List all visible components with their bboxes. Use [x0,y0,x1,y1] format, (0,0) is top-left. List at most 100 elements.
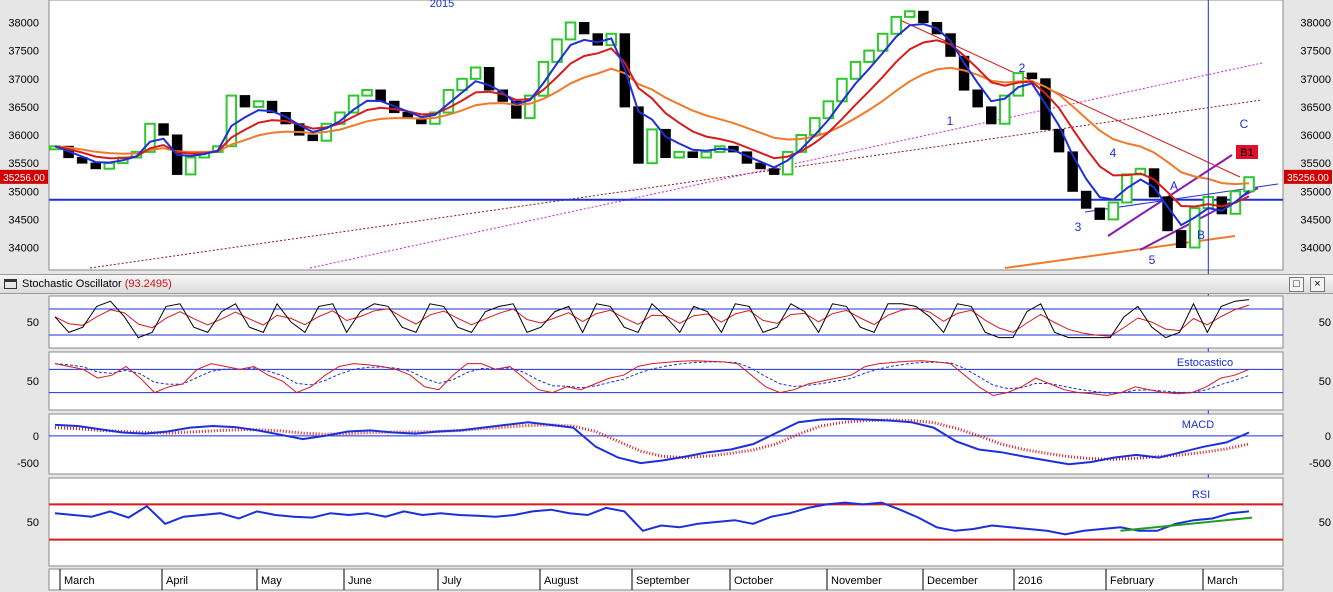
price-candle [904,10,916,18]
month-label: March [1207,575,1238,587]
price-tick-36000-left: 36000 [8,130,39,142]
price-candle [144,122,156,153]
price-candle [361,89,373,97]
price-tick-34000-left: 34000 [8,243,39,255]
rsi-pane-background [48,477,1284,567]
price-candle [768,168,780,175]
price-candle [660,128,671,158]
price-tick-35500-left: 35500 [8,158,39,170]
price-candle [483,67,495,91]
month-label: April [166,575,188,587]
price-candle [578,22,590,35]
price-candle [700,150,712,159]
price-candle [537,60,550,97]
price-candle [158,123,169,136]
price-candle [673,150,685,159]
price-candle [103,162,115,170]
stochastic-pane-main-line [54,299,1250,339]
month-label: 2016 [1018,575,1042,587]
price-candle [90,162,101,170]
stochastic-pane-background [48,295,1284,349]
price-candle [822,100,835,120]
price-tick-34000-right: 34000 [1300,243,1331,255]
time-axis: March April May June July August September Octo… [48,568,1284,591]
stochastic-pane[interactable]: 50 50 [27,295,1331,349]
price-candle [999,94,1011,125]
price-candle [225,94,238,148]
stochastic-tick-50-right: 50 [1319,317,1331,329]
month-label: July [442,575,462,587]
price-candle [890,15,902,35]
close-button[interactable]: × [1310,277,1325,292]
stochastic-tick-50-left: 50 [27,317,39,329]
macd-tick-0-left: 0 [33,431,39,443]
rsi-tick-50-left: 50 [27,517,39,529]
estocastico-pane[interactable]: Estocastico 50 50 [27,351,1331,411]
pane-title: Stochastic Oscillator (93.2495) [22,278,172,290]
price-tick-37500-left: 37500 [8,46,39,58]
downtrend-line [899,19,1241,178]
estocastico-pane-background [48,351,1284,411]
rsi-pane[interactable]: 50 50 RSI [27,477,1331,567]
macd-label: MACD [1182,419,1214,431]
last-price-left: 35256.00 [3,173,45,184]
estocastico-pane-label: Estocastico [1177,357,1233,369]
price-candle [918,10,929,24]
wave-label-B1: B1 [1240,147,1253,159]
price-tick-37000-right: 37000 [1300,74,1331,86]
price-candle [375,89,386,102]
month-label: June [348,575,372,587]
b1-marker [1236,145,1258,159]
macd-tick-500-right: -500 [1309,458,1331,470]
ma-fast-line [54,22,1250,227]
price-tick-38000-left: 38000 [8,18,39,30]
price-candle [1080,190,1092,209]
price-candle [307,134,318,142]
rsi-label: RSI [1192,489,1210,501]
price-candle [1067,151,1078,192]
last-price-right: 35256.00 [1287,173,1329,184]
macd-pane[interactable]: 0 0 -500 -500 MACD [17,413,1331,475]
year-label: 2015 [430,0,454,10]
price-candle [239,95,251,108]
rsi-trendline [1120,516,1253,532]
price-tick-36500-left: 36500 [8,102,39,114]
price-tick-35500-right: 35500 [1300,158,1331,170]
month-label: December [927,575,978,587]
price-candle [633,106,644,164]
price-candle [456,77,468,92]
price-candle [524,94,536,120]
price-candle [755,162,766,170]
price-tick-38000-right: 38000 [1300,18,1331,30]
wave-label-2: 2 [1019,61,1026,75]
month-label: May [261,575,282,587]
macd-tick-500-left: -500 [17,458,39,470]
rsi-line [54,501,1250,536]
price-candle [1107,201,1120,221]
ma-slow-line [54,66,1250,186]
rsi-tick-50-right: 50 [1319,517,1331,529]
price-tick-34500-left: 34500 [8,214,39,226]
maximize-button[interactable]: □ [1289,277,1304,292]
wave-label-5: 5 [1149,253,1156,267]
month-label: August [544,575,578,587]
stochastic-pane-header: Stochastic Oscillator (93.2495) □ × [0,274,1333,294]
wave-label-1: 1 [947,114,954,128]
price-tick-35000-left: 35000 [8,186,39,198]
price-candle [1189,207,1201,249]
month-label: March [64,575,95,587]
price-candle [511,100,522,119]
price-candle [1053,128,1065,153]
estocastico-pane-main-line [54,360,1250,397]
month-label: September [636,575,690,587]
price-candle [266,100,278,114]
price-tick-36000-right: 36000 [1300,130,1331,142]
price-candle [876,32,889,52]
price-tick-37000-left: 37000 [8,74,39,86]
price-tick-37500-right: 37500 [1300,46,1331,58]
price-pane[interactable]: 38000 38000 37500 37500 37000 37000 36500 36500… [0,0,1332,564]
price-candle [184,156,197,176]
price-candle [252,100,265,108]
